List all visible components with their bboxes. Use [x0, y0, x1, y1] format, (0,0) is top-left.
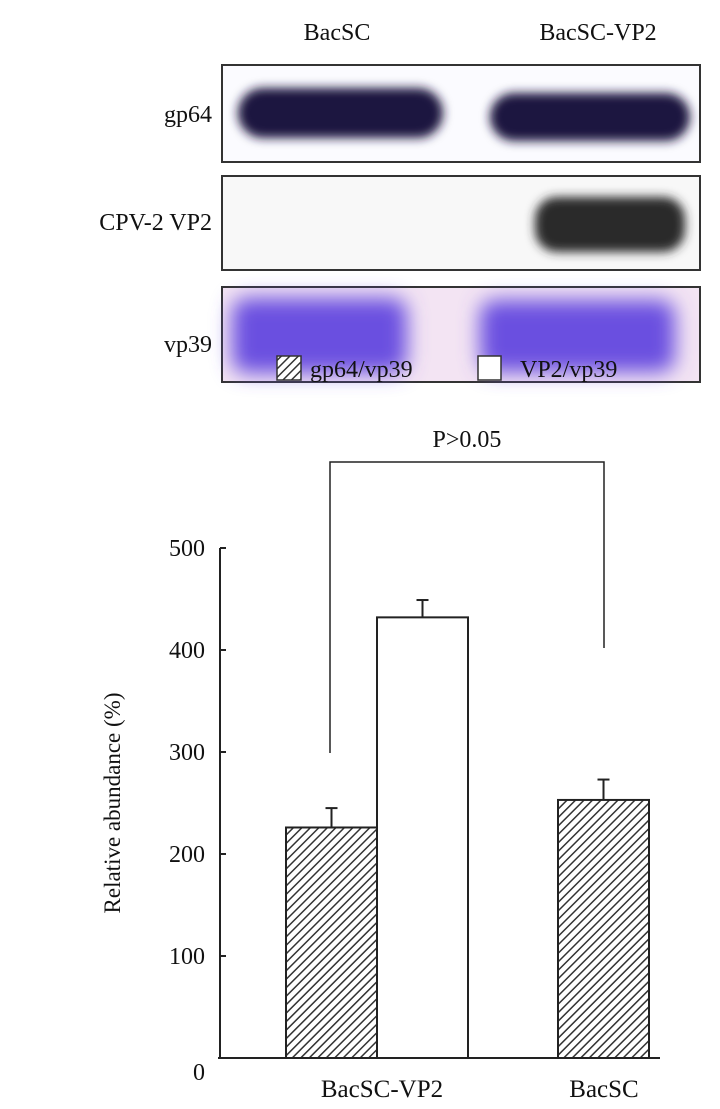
x-tick-label-bacsc-vp2: BacSC-VP2 — [321, 1076, 443, 1103]
y-tick-label: 300 — [169, 740, 205, 766]
legend-swatch-vp2 — [477, 355, 502, 381]
band-gp64-bacsc-vp2 — [490, 93, 690, 141]
legend: gp64/vp39 VP2/vp39 — [276, 355, 617, 383]
x-tick-label-bacsc: BacSC — [569, 1076, 638, 1103]
bars — [285, 599, 650, 1059]
legend-swatch-gp64 — [276, 355, 302, 381]
western-blot: BacSC BacSC-VP2 gp64 CPV-2 VP2 vp39 — [99, 20, 701, 383]
legend-label-gp64: gp64/vp39 — [310, 357, 413, 383]
row-label-vp39: vp39 — [164, 332, 212, 358]
lane-label-bacsc: BacSC — [304, 20, 371, 46]
lane-label-bacsc-vp2: BacSC-VP2 — [539, 20, 656, 46]
y-ticks: 0 100 200 300 400 500 — [169, 536, 226, 1086]
band-vp39-bacsc-vp2 — [480, 300, 675, 372]
axes: Relative abundance (%) BacSC-VP2 BacSC — [100, 548, 660, 1103]
y-tick-label: 500 — [169, 536, 205, 562]
significance-bracket: P>0.05 — [329, 427, 605, 753]
row-label-gp64: gp64 — [164, 102, 212, 128]
y-tick-label: 0 — [193, 1060, 205, 1086]
blot-panel-vp2 — [221, 175, 701, 271]
legend-label-vp2: VP2/vp39 — [520, 357, 617, 383]
row-label-vp2: CPV-2 VP2 — [99, 210, 212, 236]
bar-VP2-vp39-BacSC-VP2 — [376, 616, 469, 1059]
band-vp39-bacsc — [232, 298, 407, 373]
y-tick-label: 200 — [169, 842, 205, 868]
blot-panel-gp64 — [221, 64, 701, 163]
p-value-annotation: P>0.05 — [433, 427, 502, 453]
y-axis-label: Relative abundance (%) — [100, 693, 125, 914]
bar-gp64-vp39-BacSC-VP2 — [285, 826, 378, 1059]
band-gp64-bacsc — [238, 88, 443, 138]
band-vp2-bacsc-vp2 — [535, 197, 685, 252]
y-tick-label: 100 — [169, 944, 205, 970]
y-tick-label: 400 — [169, 638, 205, 664]
bar-gp64-vp39-BacSC — [557, 798, 650, 1059]
blot-panel-vp39 — [221, 286, 701, 383]
